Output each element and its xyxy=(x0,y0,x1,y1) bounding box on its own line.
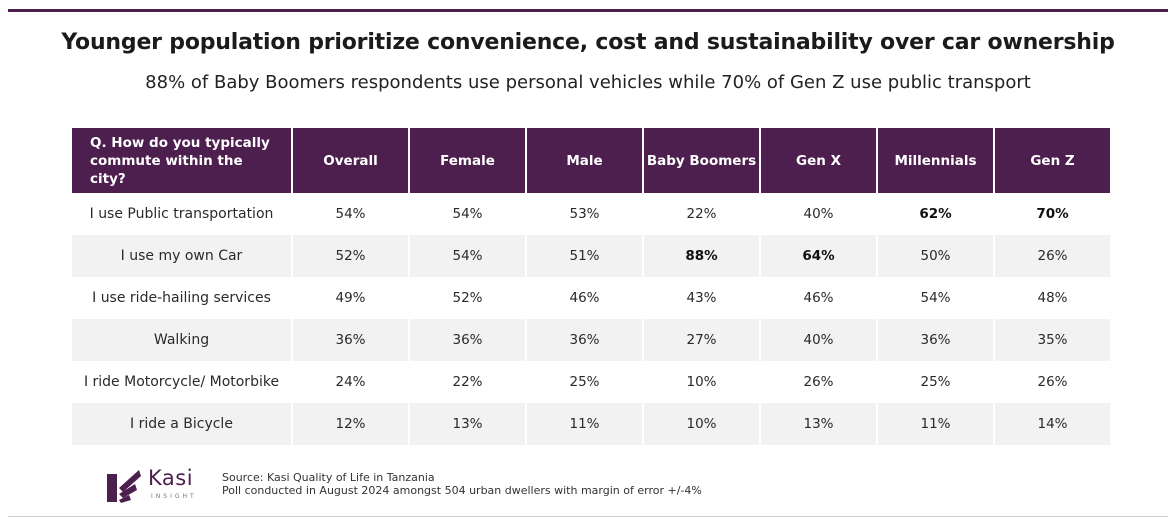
column-header: Female xyxy=(409,128,527,193)
table-cell: 14% xyxy=(994,403,1110,445)
table-cell: 13% xyxy=(760,403,878,445)
table-row: I use Public transportation 54% 54% 53% 22% 4… xyxy=(72,193,1110,235)
table-cell: 25% xyxy=(877,361,995,403)
table-cell: 50% xyxy=(877,235,995,277)
question-header: Q. How do you typically commute within t… xyxy=(72,128,293,193)
source-note: Source: Kasi Quality of Life in Tanzania… xyxy=(222,471,702,497)
table-cell: 10% xyxy=(643,403,761,445)
brand-name: Kasi xyxy=(148,466,194,490)
table-cell: 40% xyxy=(760,319,878,361)
poll-note: Poll conducted in August 2024 amongst 50… xyxy=(222,484,702,497)
table-row: I ride Motorcycle/ Motorbike 24% 22% 25% 10%… xyxy=(72,361,1110,403)
table-row: I ride a Bicycle 12% 13% 11% 10% 13% 11% 14% xyxy=(72,403,1110,445)
table-cell: 48% xyxy=(1037,290,1068,306)
table-cell: 70% xyxy=(1036,206,1069,222)
table-cell: 22% xyxy=(409,361,527,403)
column-header: Overall xyxy=(292,128,410,193)
row-label: I use my own Car xyxy=(72,235,293,277)
chart-title: Younger population prioritize convenienc… xyxy=(61,30,1115,55)
table-cell: 46% xyxy=(760,277,878,319)
commute-table: Q. How do you typically commute within t… xyxy=(72,128,1110,445)
table-cell: 64% xyxy=(760,235,878,277)
table-cell: 54% xyxy=(877,277,995,319)
table-cell: 49% xyxy=(292,277,410,319)
table-cell: 40% xyxy=(760,193,878,235)
kasi-logo: Kasi INSIGHT xyxy=(105,466,205,504)
row-label: I use Public transportation xyxy=(72,193,293,235)
table-cell: 53% xyxy=(526,193,644,235)
top-rule xyxy=(8,9,1168,12)
column-header: Male xyxy=(526,128,644,193)
table-row: I use my own Car 52% 54% 51% 88% 64% 50% 26% xyxy=(72,235,1110,277)
table-cell: 36% xyxy=(877,319,995,361)
table-cell: 52% xyxy=(409,277,527,319)
column-header: Gen X xyxy=(760,128,878,193)
table-cell: 54% xyxy=(409,235,527,277)
table-cell: 43% xyxy=(643,277,761,319)
table-cell: 13% xyxy=(409,403,527,445)
table-cell: 25% xyxy=(526,361,644,403)
table-cell: 24% xyxy=(292,361,410,403)
row-label: I ride Motorcycle/ Motorbike xyxy=(72,361,293,403)
column-header: Gen Z xyxy=(994,128,1110,193)
table-cell: 88% xyxy=(643,235,761,277)
table-cell: 26% xyxy=(994,235,1110,277)
table-cell: 26% xyxy=(1037,374,1068,390)
table-cell: 62% xyxy=(877,193,995,235)
table-cell: 10% xyxy=(643,361,761,403)
column-header: Millennials xyxy=(877,128,995,193)
table-header-row: Q. How do you typically commute within t… xyxy=(72,128,1110,193)
table-cell: 54% xyxy=(292,193,410,235)
table-cell: 51% xyxy=(526,235,644,277)
table-cell: 11% xyxy=(877,403,995,445)
table-cell: 36% xyxy=(526,319,644,361)
column-header: Baby Boomers xyxy=(643,128,761,193)
table-cell: 54% xyxy=(409,193,527,235)
table-cell: 26% xyxy=(760,361,878,403)
table-cell: 52% xyxy=(292,235,410,277)
chart-subtitle: 88% of Baby Boomers respondents use pers… xyxy=(145,72,1031,93)
source-line: Source: Kasi Quality of Life in Tanzania xyxy=(222,471,435,484)
table-cell: 35% xyxy=(994,319,1110,361)
kasi-logo-icon xyxy=(107,470,141,503)
brand-tagline: INSIGHT xyxy=(151,493,197,500)
table-cell: 36% xyxy=(292,319,410,361)
table-row: I use ride-hailing services 49% 52% 46% 43% 4… xyxy=(72,277,1110,319)
bottom-rule xyxy=(8,516,1168,517)
table-cell: 12% xyxy=(292,403,410,445)
table-cell: 46% xyxy=(526,277,644,319)
table-cell: 22% xyxy=(643,193,761,235)
table-cell: 11% xyxy=(526,403,644,445)
row-label: Walking xyxy=(72,319,293,361)
table-cell: 36% xyxy=(409,319,527,361)
row-label: I ride a Bicycle xyxy=(72,403,293,445)
table-body: I use Public transportation 54% 54% 53% 22% 4… xyxy=(72,193,1110,445)
table-cell: 27% xyxy=(643,319,761,361)
row-label: I use ride-hailing services xyxy=(72,277,293,319)
table-row: Walking 36% 36% 36% 27% 40% 36% 35% xyxy=(72,319,1110,361)
